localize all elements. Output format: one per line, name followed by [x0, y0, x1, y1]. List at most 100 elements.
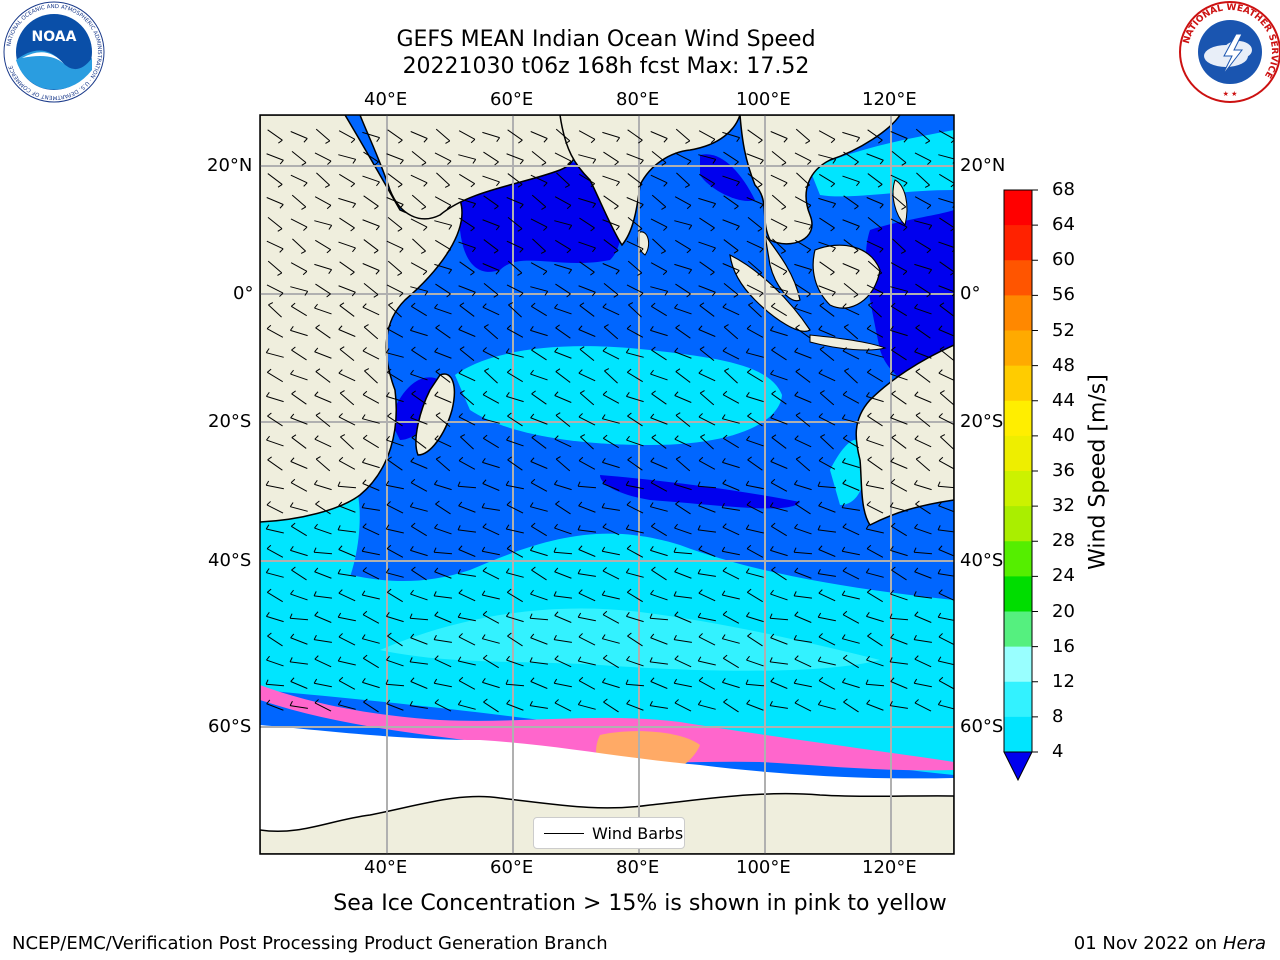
wind-barb	[314, 567, 332, 579]
wind-barb	[604, 368, 618, 384]
wind-barb	[651, 390, 667, 405]
wind-barb	[603, 195, 619, 210]
wind-barb	[914, 655, 932, 668]
wind-barb	[385, 392, 404, 403]
wind-barb	[649, 546, 668, 557]
calm-indonesia	[865, 210, 954, 391]
wind-barb	[555, 500, 571, 515]
wind-barb	[386, 699, 404, 711]
wind-barb	[867, 173, 883, 188]
wind-barb	[578, 154, 597, 164]
wind-barb	[626, 153, 644, 165]
wind-barb	[675, 324, 691, 339]
wind-barb	[673, 591, 692, 599]
wind-barb	[746, 655, 764, 667]
wind-barb	[649, 613, 669, 621]
wind-barb	[866, 153, 884, 165]
wind-barb	[482, 523, 500, 536]
wind-barb	[915, 456, 931, 472]
lon-label-top-60e: 60°E	[490, 89, 534, 110]
wind-barb	[698, 501, 716, 513]
wind-barb	[386, 368, 403, 383]
wind-barb	[410, 286, 429, 296]
wind-barb	[818, 501, 836, 513]
wind-barb	[290, 522, 307, 537]
wind-barb	[602, 479, 620, 491]
wind-barb	[890, 413, 908, 425]
wind-barb	[530, 457, 548, 469]
wind-barb	[722, 390, 740, 404]
wind-barb	[529, 546, 548, 557]
wind-barb	[890, 677, 908, 689]
wind-barb	[459, 217, 475, 232]
wind-barb	[914, 152, 932, 165]
wind-barb	[313, 547, 333, 555]
wind-barb	[771, 434, 787, 449]
footer-date-text: 01 Nov 2022 on	[1073, 933, 1218, 954]
wind-barb	[434, 303, 452, 315]
lat-label-left-40s: 40°S	[208, 550, 252, 571]
wind-barb	[506, 240, 524, 253]
wind-barb	[748, 302, 762, 318]
colorbar-tick-label: 64	[1052, 214, 1075, 236]
wind-barb	[532, 238, 546, 254]
wind-barb	[603, 698, 619, 713]
wind-barb	[433, 547, 453, 555]
chart-subtitle: 20221030 t06z 168h fcst Max: 17.52	[402, 54, 810, 79]
wind-barb	[338, 130, 356, 144]
lon-label-bottom-100e: 100°E	[736, 857, 791, 878]
wind-barb	[937, 568, 954, 577]
wind-barb	[364, 368, 378, 384]
wind-barb	[841, 634, 860, 644]
wind-barb	[914, 567, 932, 579]
wind-barb	[411, 434, 427, 449]
wind-barb	[482, 567, 500, 580]
wind-barb	[507, 129, 523, 144]
wind-barb	[601, 502, 620, 511]
lon-label-top-80e: 80°E	[616, 89, 660, 110]
wind-barb	[722, 263, 740, 275]
wind-barb	[770, 589, 788, 601]
wind-barb	[602, 219, 620, 231]
wind-barb	[459, 302, 475, 317]
wind-barb	[530, 589, 548, 601]
wind-barb	[699, 217, 715, 232]
wind-barb	[817, 568, 836, 577]
wind-barb	[913, 547, 933, 555]
wind-barb	[626, 197, 644, 209]
colorbar-segment	[1004, 365, 1032, 402]
wind-barb	[890, 478, 908, 492]
wind-barb	[579, 390, 595, 406]
wind-barb	[482, 303, 500, 316]
wind-barb	[266, 544, 284, 558]
wind-barb	[292, 238, 306, 254]
map-frame	[259, 114, 955, 855]
wind-barb	[746, 324, 764, 338]
wind-barb	[937, 656, 954, 666]
wind-barb	[938, 369, 954, 381]
wind-barb	[746, 544, 764, 558]
wind-barb	[458, 154, 477, 164]
wind-barb	[818, 545, 836, 557]
wind-barb	[867, 632, 883, 647]
wind-barb	[578, 369, 596, 382]
wind-barb	[770, 677, 788, 689]
wind-barb	[460, 434, 474, 450]
wind-barb	[530, 633, 548, 645]
wind-barb	[602, 175, 620, 187]
wind-barb	[674, 196, 692, 210]
wind-barb	[554, 347, 572, 359]
wind-barb	[820, 434, 834, 450]
wind-barb	[290, 131, 308, 143]
wind-barb	[649, 502, 668, 512]
wind-barb	[625, 480, 644, 490]
wind-barb	[314, 152, 332, 165]
wind-barb	[794, 220, 813, 230]
wind-barb	[866, 324, 884, 338]
colorbar-segment	[1004, 400, 1032, 437]
wind-barb	[313, 591, 332, 599]
wind-barb	[361, 458, 380, 469]
wind-barb	[602, 131, 621, 142]
wind-barb	[578, 285, 596, 297]
